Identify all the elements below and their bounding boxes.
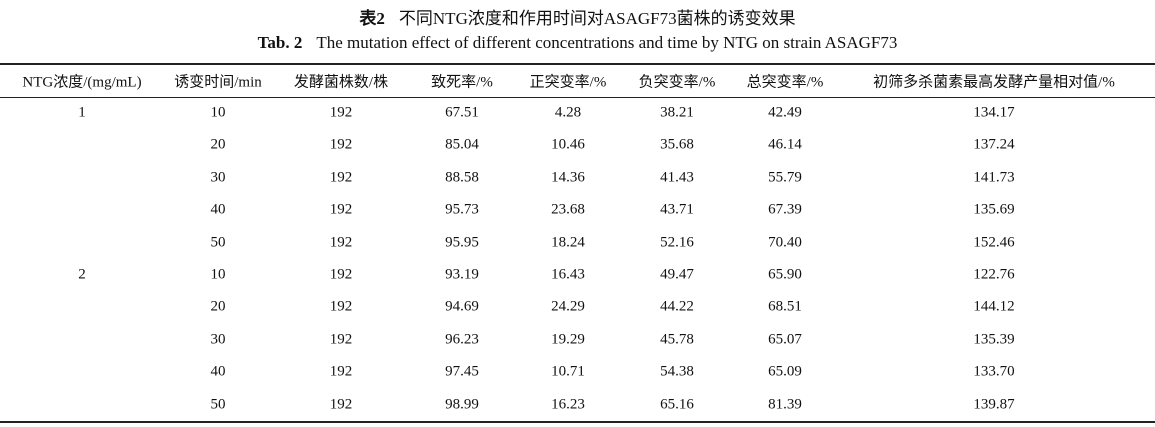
column-header: 负突变率/% [638,74,716,91]
table-cell: 95.73 [445,201,479,218]
table-cell: 40 [210,201,226,218]
table-cell: 85.04 [445,136,479,153]
table-cell: 192 [329,169,353,186]
caption-en: Tab. 2 The mutation effect of different c… [0,33,1155,53]
table-cell: 139.87 [973,396,1015,413]
table-cell: 133.70 [973,363,1015,380]
table-cell: 46.14 [768,136,802,153]
table-cell: 42.49 [768,104,802,121]
table-cell: 38.21 [660,104,694,121]
table-cell: 50 [210,396,226,413]
caption-zh: 表2 不同NTG浓度和作用时间对ASAGF73菌株的诱变效果 [0,4,1155,29]
table-cell: 98.99 [445,396,479,413]
caption-text: The mutation effect of different concent… [316,33,898,52]
table-cell: 30 [210,331,226,348]
column-header: 诱变时间/min [174,74,262,91]
table-cell: 16.43 [551,266,585,283]
table-cell: 40 [210,363,226,380]
table-cell: 192 [329,201,353,218]
table-cell: 35.68 [660,136,694,153]
table-cell: 141.73 [973,169,1015,186]
table-cell: 81.39 [768,396,802,413]
table-cell: 20 [210,136,226,153]
table-cell: 67.51 [445,104,479,121]
concentration-cell: 2 [78,266,86,283]
column-header: 发酵菌株数/株 [293,74,389,91]
table-cell: 65.07 [768,331,802,348]
table-cell: 50 [210,234,226,251]
concentration-cell: 1 [78,104,86,121]
table-cell: 10.46 [551,136,585,153]
table-cell: 10.71 [551,363,585,380]
table-cell: 24.29 [551,298,585,315]
table-cell: 44.22 [660,298,694,315]
table-cell: 192 [329,104,353,121]
table-cell: 65.90 [768,266,802,283]
table-cell: 96.23 [445,331,479,348]
header-rule [0,97,1155,98]
column-header: 正突变率/% [529,74,607,91]
table-cell: 14.36 [551,169,585,186]
table-cell: 134.17 [973,104,1015,121]
table-cell: 52.16 [660,234,694,251]
bottom-rule [0,421,1155,423]
table-cell: 65.16 [660,396,694,413]
table-cell: 192 [329,136,353,153]
table-cell: 135.69 [973,201,1015,218]
column-header: NTG浓度/(mg/mL) [22,74,142,91]
table-cell: 41.43 [660,169,694,186]
table-cell: 144.12 [973,298,1015,315]
top-rule [0,63,1155,65]
caption-label: Tab. 2 [257,33,303,52]
table-cell: 135.39 [973,331,1015,348]
column-header: 总突变率/% [746,74,824,91]
table-cell: 94.69 [445,298,479,315]
table-cell: 70.40 [768,234,802,251]
table-cell: 45.78 [660,331,694,348]
caption-label: 表2 [359,9,385,28]
table-cell: 152.46 [973,234,1015,251]
table-cell: 192 [329,363,353,380]
table-cell: 49.47 [660,266,694,283]
table-cell: 18.24 [551,234,585,251]
table-cell: 4.28 [554,104,582,121]
caption-text: 不同NTG浓度和作用时间对ASAGF73菌株的诱变效果 [398,9,796,28]
table-cell: 95.95 [445,234,479,251]
table-cell: 16.23 [551,396,585,413]
table-cell: 10 [210,104,226,121]
table-cell: 68.51 [768,298,802,315]
table-cell: 20 [210,298,226,315]
table-cell: 97.45 [445,363,479,380]
table-cell: 30 [210,169,226,186]
table-cell: 55.79 [768,169,802,186]
table-cell: 54.38 [660,363,694,380]
column-header: 初筛多杀菌素最高发酵产量相对值/% [873,74,1115,91]
table-cell: 65.09 [768,363,802,380]
table-cell: 23.68 [551,201,585,218]
table-cell: 192 [329,298,353,315]
table-cell: 192 [329,266,353,283]
table-cell: 67.39 [768,201,802,218]
table-cell: 192 [329,331,353,348]
column-header: 致死率/% [431,74,493,91]
table-cell: 137.24 [973,136,1015,153]
table-cell: 192 [329,396,353,413]
table-cell: 43.71 [660,201,694,218]
table-cell: 93.19 [445,266,479,283]
table-cell: 10 [210,266,226,283]
table-cell: 192 [329,234,353,251]
table-cell: 88.58 [445,169,479,186]
table-cell: 122.76 [973,266,1015,283]
table-cell: 19.29 [551,331,585,348]
